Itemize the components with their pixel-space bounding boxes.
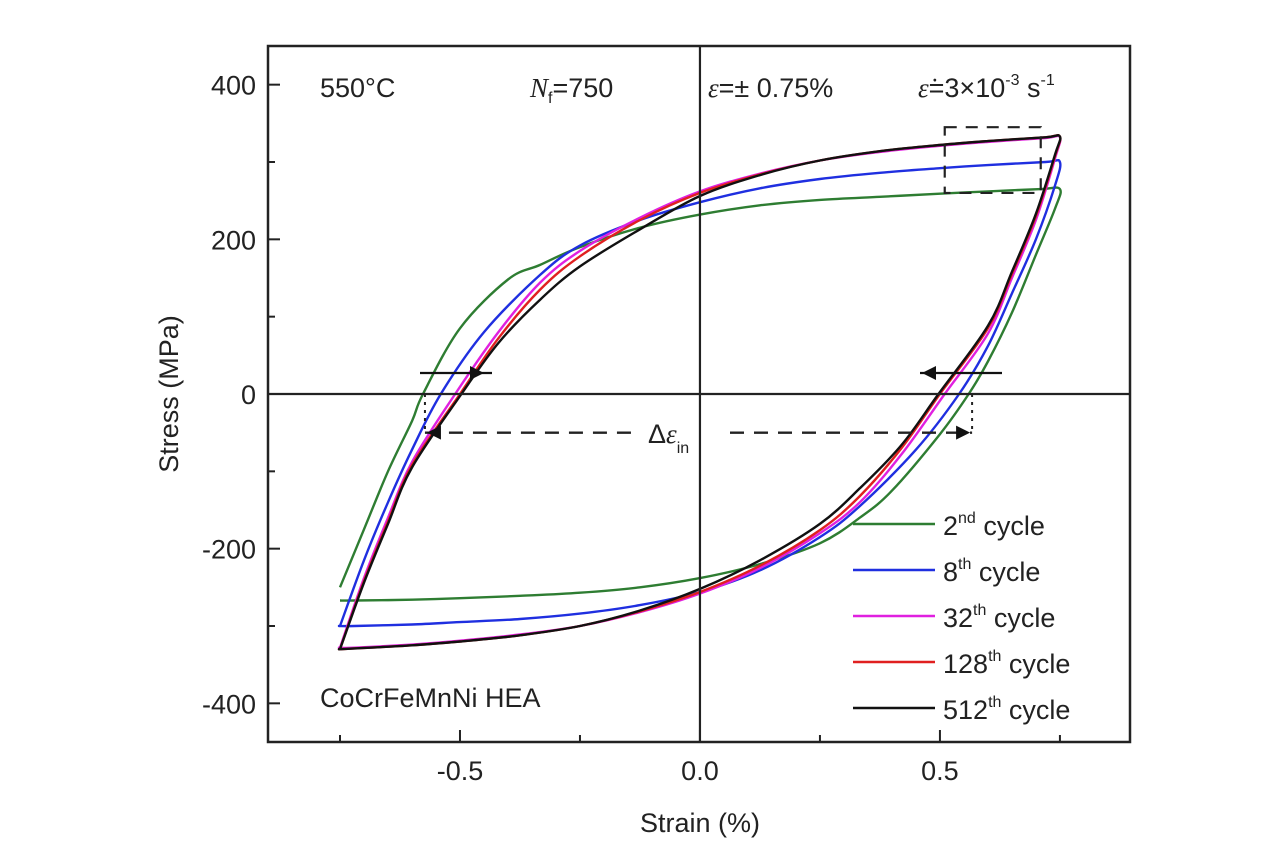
y-tick-label: -400: [202, 689, 256, 719]
temperature-annotation: 550°C: [320, 73, 395, 103]
axes-layer: -0.5 0.0 0.5 400 200 0 -200 -400: [202, 44, 1132, 786]
legend-rest: cycle: [976, 511, 1045, 541]
legend-label: 2nd cycle: [943, 510, 1045, 541]
legend-label: 8th cycle: [943, 556, 1040, 587]
legend-item: 128th cycle: [853, 648, 1070, 679]
legend-rest: cycle: [986, 603, 1055, 633]
legend-label: 32th cycle: [943, 602, 1055, 633]
legend-suffix: th: [988, 694, 1001, 711]
y-tick-label: -200: [202, 535, 256, 565]
delta-symbol: Δ: [648, 419, 666, 449]
legend-ordinal: 128: [943, 649, 988, 679]
legend-rest: cycle: [1001, 695, 1070, 725]
series-line: [338, 186, 1062, 602]
legend-ordinal: 2: [943, 511, 958, 541]
x-tick-label: 0.5: [921, 756, 959, 786]
legend-suffix: th: [973, 602, 986, 619]
nf-subscript: f: [548, 90, 553, 107]
legend-item: 512th cycle: [853, 694, 1070, 725]
y-tick-label: 200: [211, 225, 256, 255]
delta-epsilon: ε: [666, 419, 677, 449]
legend-ordinal: 512: [943, 695, 988, 725]
strain-rate-unit: s: [1019, 73, 1040, 103]
legend-suffix: nd: [958, 510, 976, 527]
legend-rest: cycle: [971, 557, 1040, 587]
legend-item: 32th cycle: [853, 602, 1055, 633]
right-shift-arrowhead: [922, 366, 936, 380]
legend-ordinal: 8: [943, 557, 958, 587]
left-shift-arrowhead: [470, 366, 484, 380]
legend-rest: cycle: [1001, 649, 1070, 679]
legend-ordinal: 32: [943, 603, 973, 633]
nf-symbol: N: [529, 73, 550, 103]
strain-amplitude-annotation: ε=± 0.75%: [708, 73, 833, 103]
strain-amp-value: =± 0.75%: [719, 73, 834, 103]
strain-rate-exponent: -3: [1005, 72, 1019, 89]
y-axis-title: Stress (MPa): [154, 315, 184, 473]
legend-suffix: th: [988, 648, 1001, 665]
x-tick-label: -0.5: [437, 756, 484, 786]
legend-suffix: th: [958, 556, 971, 573]
strain-rate-annotation: ε̇=3×10-3 s-1: [918, 72, 1055, 103]
legend-item: 2nd cycle: [853, 510, 1045, 541]
y-tick-label: 400: [211, 71, 256, 101]
zoom-box: [943, 126, 1042, 195]
fatigue-life-annotation: Nf=750: [529, 73, 613, 107]
series-layer: [337, 133, 1062, 651]
series-line: [337, 158, 1062, 628]
y-tick-label: 0: [241, 380, 256, 410]
legend-item: 8th cycle: [853, 556, 1040, 587]
strain-amp-symbol: ε: [708, 73, 719, 103]
inelastic-strain-arrowhead-left: [426, 425, 441, 440]
inelastic-strain-arrowhead-right: [956, 425, 971, 440]
x-tick-label: 0.0: [681, 756, 719, 786]
nf-value: =750: [552, 73, 613, 103]
inelastic-strain-label: Δεin: [648, 419, 689, 457]
x-axis-title: Strain (%): [640, 808, 760, 838]
series-line: [337, 134, 1062, 651]
strain-rate-unit-exponent: -1: [1040, 72, 1054, 89]
legend-label: 512th cycle: [943, 694, 1070, 725]
material-annotation: CoCrFeMnNi HEA: [320, 683, 541, 713]
legend-label: 128th cycle: [943, 648, 1070, 679]
strain-rate-value: =3×10: [929, 73, 1006, 103]
delta-subscript: in: [677, 440, 689, 457]
